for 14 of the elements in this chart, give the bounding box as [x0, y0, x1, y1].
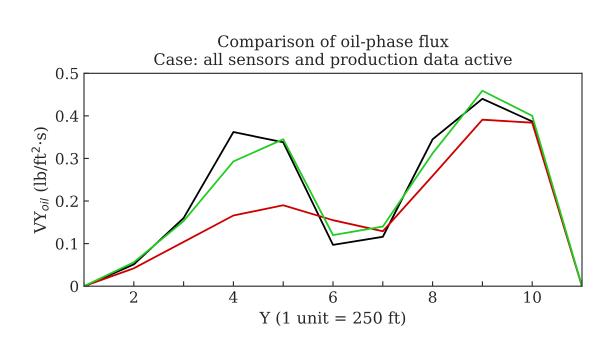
- y-tick-label: 0.1: [56, 238, 77, 250]
- y-tick-label: 0.3: [56, 152, 78, 164]
- x-tick-label: 10: [524, 291, 541, 303]
- y-tick-label: 0.2: [56, 195, 78, 208]
- x-tick-label: 8: [428, 291, 436, 303]
- x-tick-label: 4: [229, 291, 238, 303]
- chart-title: Comparison of oil-phase flux Case: all sensors and production data active: [154, 34, 512, 68]
- x-tick-label: 2: [130, 291, 138, 303]
- y-axis-title: VY$_{oil}$ (lb/ft$^{2}$·s): [31, 127, 49, 234]
- x-tick-label: 6: [329, 291, 337, 303]
- y-tick-label: 0.5: [56, 68, 78, 80]
- y-tick-label: 0: [70, 280, 78, 292]
- x-axis-title: Y (1 unit = 250 ft): [259, 311, 406, 326]
- y-tick-label: 0.4: [56, 110, 78, 122]
